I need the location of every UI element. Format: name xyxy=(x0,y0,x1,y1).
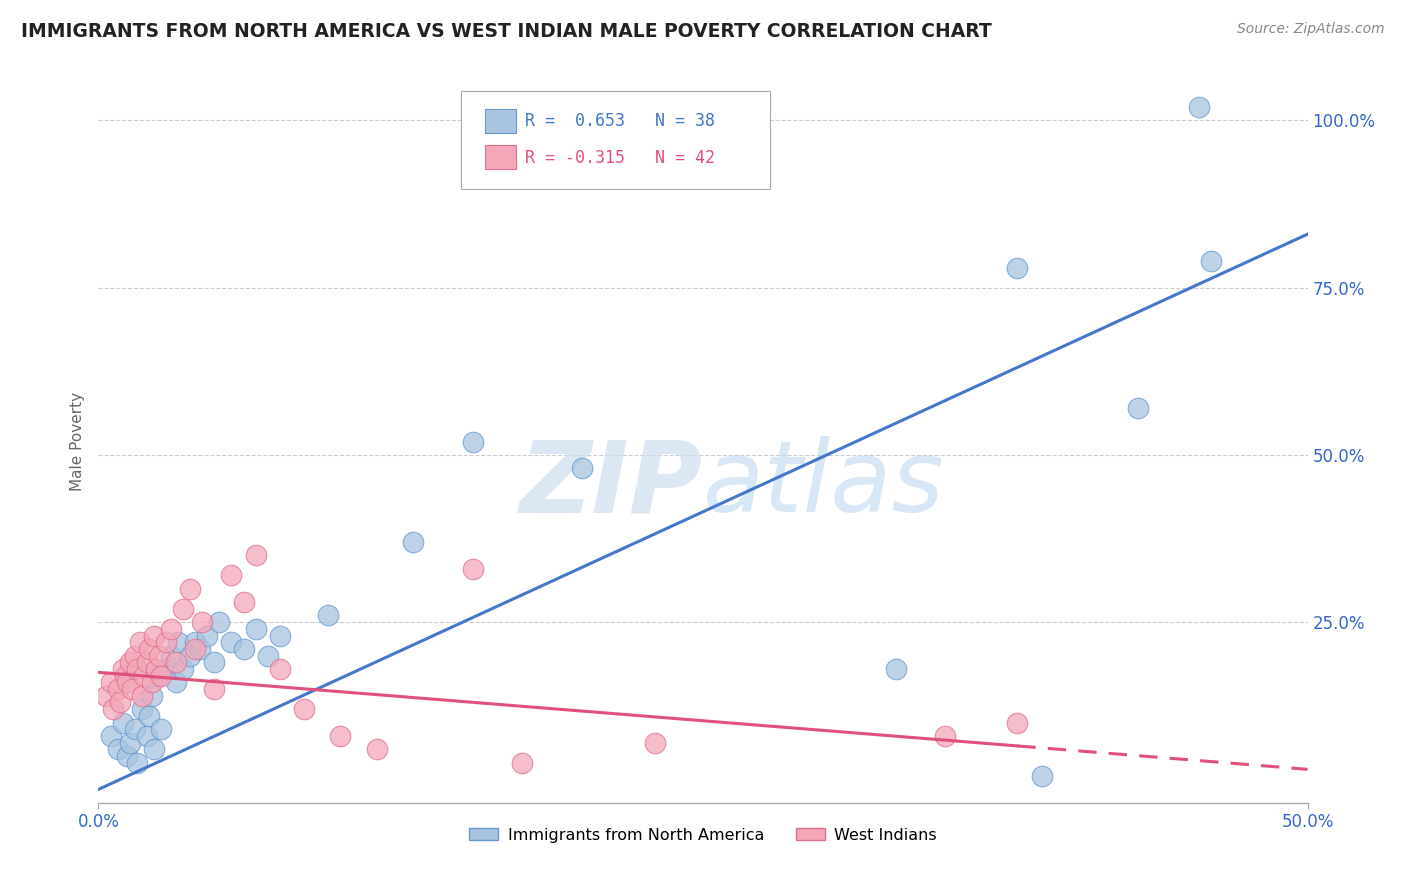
Point xyxy=(107,742,129,756)
Point xyxy=(221,635,243,649)
Point xyxy=(148,648,170,663)
Point xyxy=(138,708,160,723)
Point xyxy=(117,675,139,690)
Point xyxy=(204,682,226,697)
Point xyxy=(172,602,194,616)
Point xyxy=(101,702,124,716)
Point xyxy=(148,669,170,683)
Text: ZIP: ZIP xyxy=(520,436,703,533)
Point xyxy=(232,595,254,609)
Point xyxy=(135,655,157,669)
Point xyxy=(167,635,190,649)
Point xyxy=(208,615,231,630)
Point xyxy=(134,669,156,683)
Point xyxy=(155,635,177,649)
Text: Source: ZipAtlas.com: Source: ZipAtlas.com xyxy=(1237,22,1385,37)
Point xyxy=(118,655,141,669)
Point xyxy=(108,696,131,710)
Bar xyxy=(485,109,516,133)
Point xyxy=(138,642,160,657)
Point xyxy=(165,675,187,690)
Point xyxy=(111,662,134,676)
Point xyxy=(292,702,315,716)
Point xyxy=(131,702,153,716)
Point xyxy=(143,742,166,756)
Point xyxy=(150,669,173,683)
Point xyxy=(131,689,153,703)
Point xyxy=(127,662,149,676)
Point xyxy=(111,715,134,730)
Point xyxy=(141,689,163,703)
Point xyxy=(100,675,122,690)
Text: R = -0.315   N = 42: R = -0.315 N = 42 xyxy=(526,149,716,167)
Point xyxy=(145,662,167,676)
Point xyxy=(1128,401,1150,416)
Point xyxy=(124,723,146,737)
Point xyxy=(114,669,136,683)
Point xyxy=(644,735,666,749)
Point xyxy=(117,749,139,764)
Point xyxy=(1007,260,1029,275)
Point xyxy=(256,648,278,663)
Point xyxy=(94,689,117,703)
Point xyxy=(1031,769,1053,783)
Point xyxy=(150,723,173,737)
Point xyxy=(269,662,291,676)
Point xyxy=(118,735,141,749)
Point xyxy=(245,622,267,636)
Point xyxy=(366,742,388,756)
Point xyxy=(510,756,533,770)
Point xyxy=(886,662,908,676)
Point xyxy=(195,628,218,642)
Point xyxy=(188,642,211,657)
Point xyxy=(571,461,593,475)
Point xyxy=(934,729,956,743)
Point xyxy=(179,582,201,596)
Point xyxy=(1188,100,1211,114)
Point xyxy=(184,635,207,649)
Point xyxy=(107,682,129,697)
Point xyxy=(463,562,485,576)
Point xyxy=(141,675,163,690)
Point xyxy=(155,662,177,676)
Point xyxy=(143,628,166,642)
Point xyxy=(172,662,194,676)
Point xyxy=(463,434,485,449)
Point xyxy=(402,535,425,549)
Point xyxy=(269,628,291,642)
Point xyxy=(316,608,339,623)
Point xyxy=(121,682,143,697)
Point xyxy=(221,568,243,582)
Point xyxy=(160,648,183,663)
Point xyxy=(128,635,150,649)
Point xyxy=(204,655,226,669)
Point xyxy=(135,729,157,743)
FancyBboxPatch shape xyxy=(461,91,769,189)
Point xyxy=(245,548,267,563)
Y-axis label: Male Poverty: Male Poverty xyxy=(69,392,84,491)
Point xyxy=(1007,715,1029,730)
Point xyxy=(232,642,254,657)
Point xyxy=(124,648,146,663)
Legend: Immigrants from North America, West Indians: Immigrants from North America, West Indi… xyxy=(463,822,943,849)
Point xyxy=(179,648,201,663)
Point xyxy=(329,729,352,743)
Point xyxy=(100,729,122,743)
Point xyxy=(165,655,187,669)
Bar xyxy=(485,145,516,169)
Point xyxy=(160,622,183,636)
Point xyxy=(191,615,214,630)
Point xyxy=(127,756,149,770)
Point xyxy=(1199,254,1222,268)
Text: R =  0.653   N = 38: R = 0.653 N = 38 xyxy=(526,112,716,130)
Point xyxy=(184,642,207,657)
Text: IMMIGRANTS FROM NORTH AMERICA VS WEST INDIAN MALE POVERTY CORRELATION CHART: IMMIGRANTS FROM NORTH AMERICA VS WEST IN… xyxy=(21,22,991,41)
Text: atlas: atlas xyxy=(703,436,945,533)
